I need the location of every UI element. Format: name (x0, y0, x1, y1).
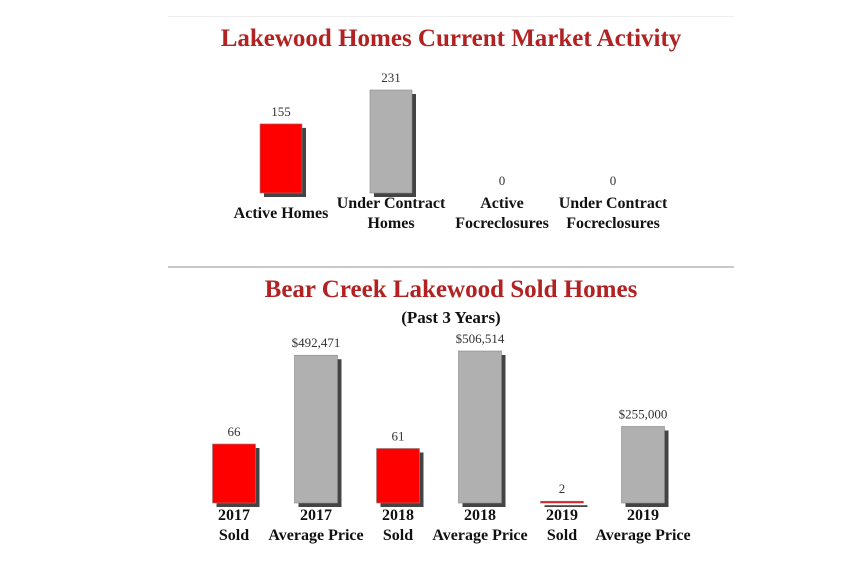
market-bar-outline-1 (369, 89, 413, 194)
chart-subtitle-sold-homes: (Past 3 Years) (401, 308, 501, 327)
sold-category-label-5-1: Average Price (595, 527, 690, 544)
sold-bar-4 (540, 501, 584, 503)
sold-bar-outline-4 (540, 500, 584, 504)
sold-bar-0 (212, 444, 256, 503)
sold-category-label-5-0: 2019 (627, 507, 659, 524)
sold-bar-outline-5 (621, 426, 665, 504)
sold-category-label-3-0: 2018 (464, 507, 496, 524)
market-bar-outline-0 (259, 123, 303, 194)
market-category-label-3-1: Focreclosures (566, 215, 660, 232)
market-value-label-1: 231 (381, 70, 401, 85)
sold-bar-1 (294, 355, 338, 503)
sold-category-label-3-1: Average Price (432, 527, 527, 544)
sold-value-label-2: 61 (392, 428, 405, 443)
top-rule (168, 16, 734, 17)
sold-bar-outline-1 (294, 354, 338, 504)
sold-bar-outline-2 (376, 448, 420, 504)
sold-category-label-4-0: 2019 (546, 507, 578, 524)
sold-category-label-4-1: Sold (547, 527, 577, 544)
sold-category-label-2-1: Sold (383, 527, 413, 544)
market-value-label-2: 0 (499, 173, 506, 188)
sold-bar-outline-3 (458, 350, 502, 504)
market-bar-1 (370, 90, 412, 193)
section-divider (168, 266, 734, 268)
sold-category-label-2-0: 2018 (382, 507, 414, 524)
sold-category-label-0-1: Sold (219, 527, 249, 544)
market-bar-0 (260, 123, 302, 193)
market-category-label-0-0: Active Homes (234, 205, 329, 222)
market-value-label-3: 0 (610, 173, 617, 188)
chart-title-sold-homes: Bear Creek Lakewood Sold Homes (264, 276, 638, 303)
sold-category-label-1-1: Average Price (268, 527, 363, 544)
market-category-label-1-1: Homes (367, 215, 414, 232)
sold-bar-5 (621, 426, 665, 503)
market-value-label-0: 155 (271, 104, 291, 119)
sold-value-label-3: $506,514 (456, 331, 505, 346)
sold-bar-2 (376, 448, 420, 503)
sold-category-label-1-0: 2017 (300, 507, 332, 524)
sold-bar-shadow-4 (544, 505, 588, 507)
sold-category-label-0-0: 2017 (218, 507, 250, 524)
sold-value-label-1: $492,471 (292, 335, 341, 350)
chart-title-market-activity: Lakewood Homes Current Market Activity (220, 25, 682, 52)
market-category-label-3-0: Under Contract (559, 195, 668, 212)
sold-bar-3 (458, 351, 502, 503)
market-category-label-2-0: Active (480, 195, 524, 212)
sold-value-label-5: $255,000 (619, 406, 668, 421)
sold-value-label-4: 2 (559, 481, 566, 496)
sold-value-label-0: 66 (228, 424, 242, 439)
market-category-label-2-1: Focreclosures (455, 215, 549, 232)
market-category-label-1-0: Under Contract (337, 195, 446, 212)
sold-bar-outline-0 (212, 443, 256, 504)
